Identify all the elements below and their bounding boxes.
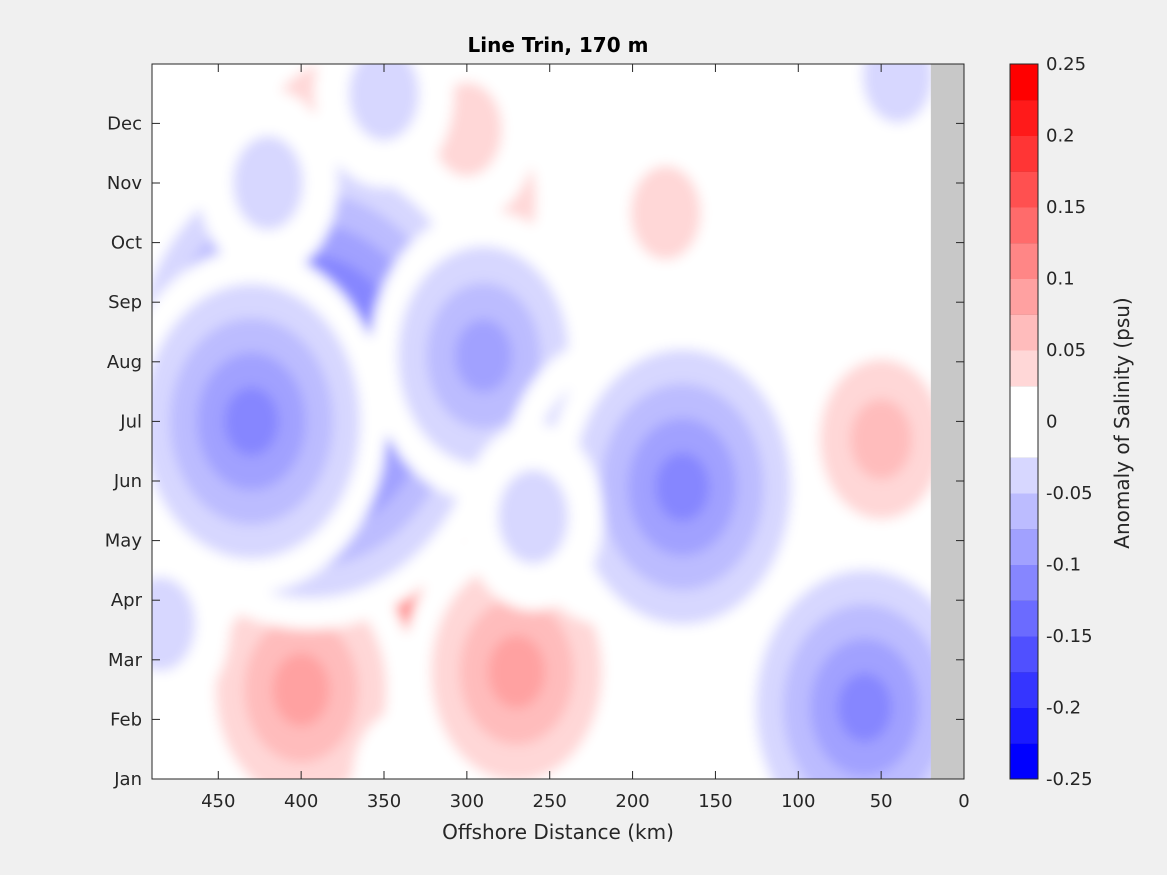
colorbar-segment [1010,707,1038,744]
x-tick-label: 300 [450,791,484,812]
colorbar-segment [1010,207,1038,244]
anomaly-contours [152,64,964,779]
colorbar-segment [1010,564,1038,601]
colorbar-segment [1010,528,1038,565]
colorbar-segment [1010,421,1038,458]
colorbar-tick-label: -0.2 [1046,698,1081,719]
colorbar-segment [1010,171,1038,208]
negative-anomaly-band [224,387,279,456]
x-tick-label: 450 [201,791,235,812]
colorbar-segment [1010,671,1038,708]
colorbar-segment [1010,314,1038,351]
y-tick-label: Jan [113,769,142,790]
colorbar-segment [1010,135,1038,172]
negative-anomaly-band [498,469,569,564]
y-tick-label: Apr [111,590,143,611]
y-tick-label: Dec [107,113,142,134]
colorbar-tick-label: -0.05 [1046,483,1093,504]
axes: 450 400 350 300 250 200 150 100 50 0 Jan Feb Mar Apr M… [105,64,970,812]
y-tick-label: Mar [108,650,143,671]
colorbar-tick-label: 0.1 [1046,269,1075,290]
y-tick-label: Aug [107,352,142,373]
positive-anomaly-band [650,699,747,779]
colorbar: 0.25 0.2 0.15 0.1 0.05 0 -0.05 -0.1 -0.15 -0.2 -0.… [1009,54,1093,790]
negative-anomaly-band [837,673,892,742]
colorbar-segment [1010,743,1038,780]
colorbar-tick-label: -0.15 [1046,626,1093,647]
colorbar-tick-label: 0.05 [1046,340,1086,361]
y-tick-label: Oct [111,233,142,254]
colorbar-segment [1010,278,1038,315]
negative-anomaly-band [233,136,303,230]
colorbar-tick-label: -0.1 [1046,555,1081,576]
y-tick-label: Nov [107,173,142,194]
y-tick-label: May [105,531,143,552]
colorbar-tick-label: 0.25 [1046,54,1086,75]
colorbar-segment [1010,99,1038,136]
positive-anomaly-band [272,653,330,727]
negative-anomaly-band [655,452,710,522]
x-tick-label: 400 [284,791,318,812]
colorbar-segment [1010,493,1038,530]
negative-anomaly-band [862,64,933,123]
negative-anomaly-band [349,64,419,141]
y-tick-label: Jun [113,471,142,492]
x-tick-label: 200 [615,791,649,812]
colorbar-tick-label: 0 [1046,412,1057,433]
colorbar-segment [1010,350,1038,387]
colorbar-segment [1010,64,1038,101]
y-tick-label: Jul [119,411,142,432]
x-axis-label: Offshore Distance (km) [442,820,674,844]
negative-anomaly-band [454,319,512,393]
colorbar-tick-label: -0.25 [1046,769,1093,790]
x-tick-label: 250 [533,791,567,812]
positive-anomaly-band [850,399,912,480]
colorbar-segment [1010,600,1038,637]
colorbar-segment [1010,242,1038,279]
colorbar-tick-label: 0.15 [1046,197,1086,218]
x-tick-label: 0 [958,791,969,812]
negative-anomaly-band [152,577,196,672]
plot-area [152,64,964,779]
x-tick-label: 50 [870,791,893,812]
colorbar-label: Anomaly of Salinity (psu) [1110,297,1134,548]
x-tick-label: 350 [367,791,401,812]
y-tick-label: Sep [108,292,142,313]
colorbar-segment [1010,385,1038,422]
colorbar-segment [1010,457,1038,494]
colorbar-frame [1009,63,1039,780]
x-tick-label: 100 [781,791,815,812]
positive-anomaly-band [488,635,546,709]
colorbar-segment [1010,636,1038,673]
positive-anomaly-band [630,165,701,260]
chart-title: Line Trin, 170 m [468,33,649,57]
y-tick-label: Feb [110,709,142,730]
x-tick-label: 150 [698,791,732,812]
negative-anomaly-band [352,711,449,779]
colorbar-tick-label: 0.2 [1046,126,1075,147]
